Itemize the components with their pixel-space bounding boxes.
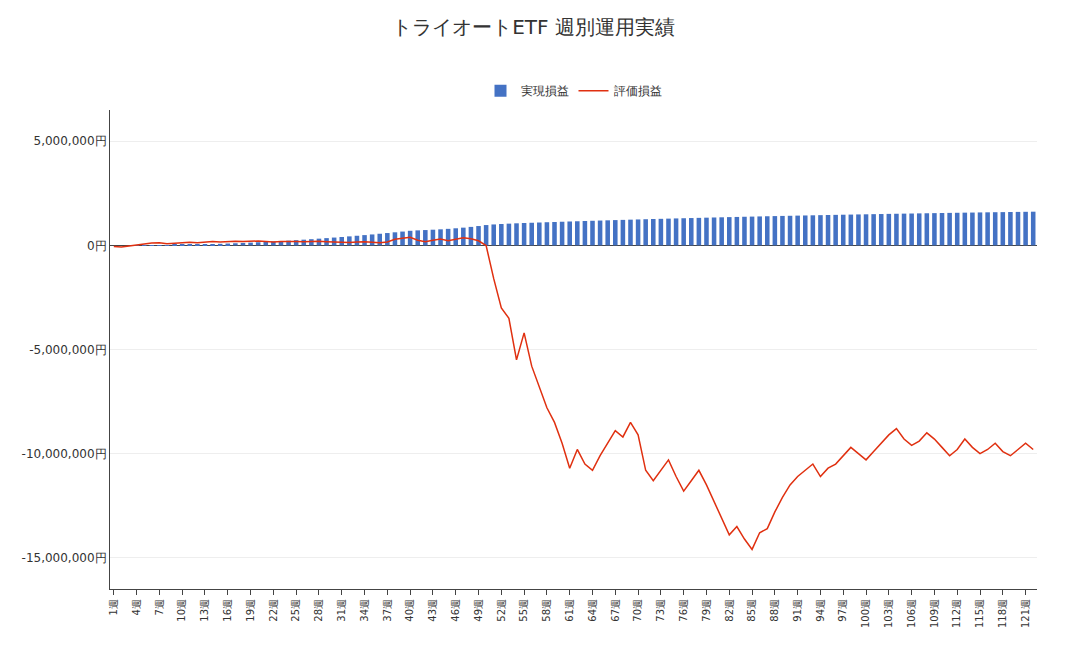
svg-text:115週: 115週 [974,599,985,628]
svg-text:82週: 82週 [724,599,735,622]
svg-text:67週: 67週 [610,599,621,622]
svg-text:55週: 55週 [518,599,529,622]
svg-text:10週: 10週 [176,599,187,622]
svg-text:79週: 79週 [701,599,712,622]
svg-text:52週: 52週 [496,599,507,622]
svg-text:109週: 109週 [929,599,940,628]
svg-text:76週: 76週 [678,599,689,622]
svg-text:85週: 85週 [746,599,757,622]
svg-text:-10,000,000円: -10,000,000円 [22,447,107,461]
svg-text:46週: 46週 [450,599,461,622]
svg-text:13週: 13週 [199,599,210,622]
svg-text:73週: 73週 [655,599,666,622]
svg-text:112週: 112週 [951,599,962,628]
svg-text:-5,000,000円: -5,000,000円 [29,343,106,357]
svg-text:97週: 97週 [837,599,848,622]
svg-text:61週: 61週 [564,599,575,622]
svg-text:16週: 16週 [222,599,233,622]
svg-text:31週: 31週 [336,599,347,622]
svg-text:94週: 94週 [815,599,826,622]
svg-text:25週: 25週 [290,599,301,622]
svg-text:37週: 37週 [382,599,393,622]
svg-text:34週: 34週 [359,599,370,622]
svg-text:64週: 64週 [587,599,598,622]
svg-text:100週: 100週 [860,599,871,628]
svg-text:106週: 106週 [906,599,917,628]
svg-text:121週: 121週 [1020,599,1031,628]
svg-text:22週: 22週 [268,599,279,622]
svg-text:58週: 58週 [541,599,552,622]
svg-text:91週: 91週 [792,599,803,622]
svg-text:19週: 19週 [245,599,256,622]
svg-text:0円: 0円 [87,239,107,253]
svg-text:-15,000,000円: -15,000,000円 [22,551,107,565]
svg-text:実現損益: 実現損益 [521,84,569,98]
svg-text:70週: 70週 [632,599,643,622]
svg-text:118週: 118週 [997,599,1008,628]
svg-text:1週: 1週 [108,599,119,615]
svg-text:7週: 7週 [154,599,165,615]
svg-text:49週: 49週 [473,599,484,622]
svg-text:40週: 40週 [404,599,415,622]
svg-text:88週: 88週 [769,599,780,622]
svg-text:トライオートETF 週別運用実績: トライオートETF 週別運用実績 [392,15,675,39]
svg-text:28週: 28週 [313,599,324,622]
svg-text:評価損益: 評価損益 [614,84,662,98]
svg-text:5,000,000円: 5,000,000円 [34,134,107,148]
svg-text:4週: 4週 [131,599,142,615]
svg-text:43週: 43週 [427,599,438,622]
svg-text:103週: 103週 [883,599,894,628]
